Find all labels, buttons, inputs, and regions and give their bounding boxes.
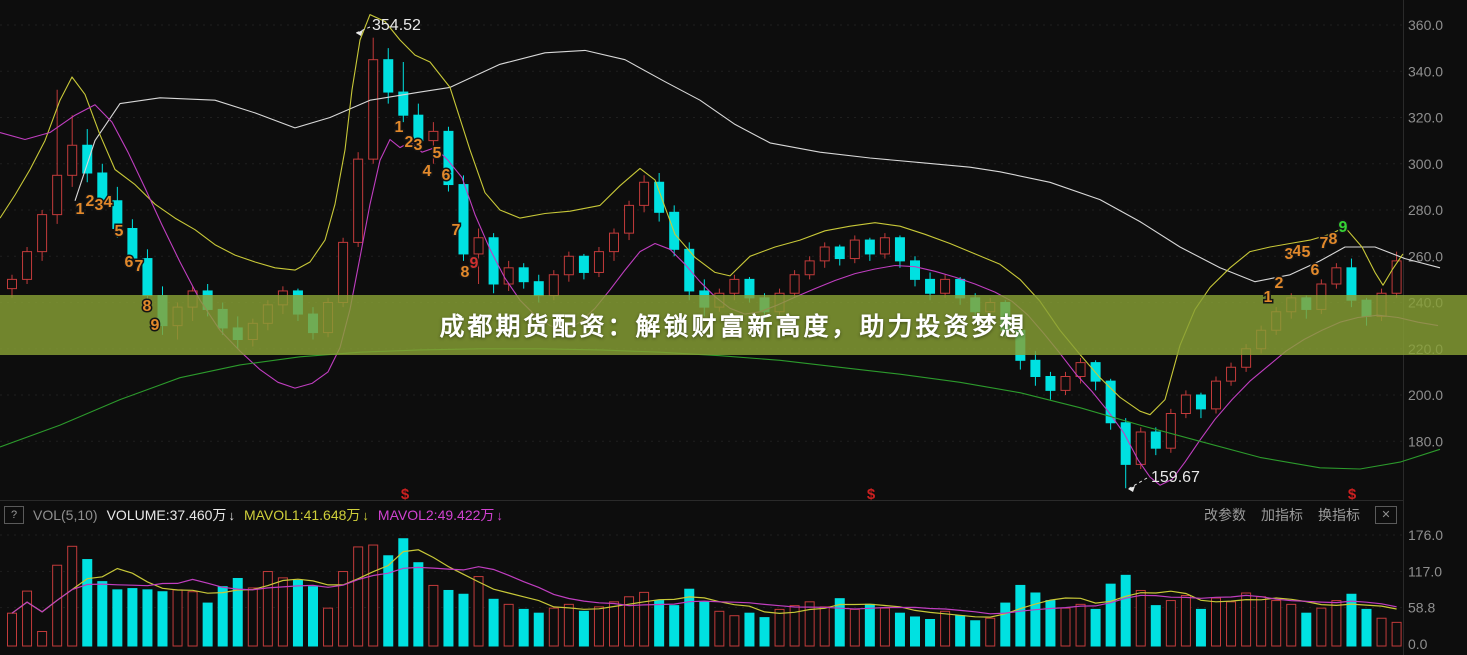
switch-indicator-button[interactable]: 换指标 xyxy=(1318,506,1360,523)
add-indicator-button[interactable]: 加指标 xyxy=(1261,506,1303,523)
volume-panel-header: ? VOL(5,10) VOLUME:37.460万 ↓ MAVOL1:41.64… xyxy=(0,501,1403,528)
svg-text:300.0: 300.0 xyxy=(1408,156,1443,172)
down-arrow-icon: ↓ xyxy=(496,507,503,523)
change-params-button[interactable]: 改参数 xyxy=(1204,506,1246,523)
svg-text:$: $ xyxy=(1348,486,1357,503)
svg-text:340.0: 340.0 xyxy=(1408,63,1443,79)
svg-text:117.0: 117.0 xyxy=(1408,563,1442,579)
svg-text:320.0: 320.0 xyxy=(1408,110,1443,126)
svg-text:0.0: 0.0 xyxy=(1408,636,1428,652)
indicator-actions: 改参数 加指标 换指标 ✕ xyxy=(1204,505,1403,525)
mavol2-value-label: MAVOL2:49.422万 ↓ xyxy=(377,506,503,523)
svg-text:180.0: 180.0 xyxy=(1408,433,1443,449)
close-panel-button[interactable]: ✕ xyxy=(1375,505,1397,524)
volume-value-label: VOLUME:37.460万 ↓ xyxy=(106,506,235,523)
down-arrow-icon: ↓ xyxy=(228,507,235,523)
svg-text:200.0: 200.0 xyxy=(1408,387,1443,403)
down-arrow-icon: ↓ xyxy=(362,507,369,523)
svg-text:$: $ xyxy=(867,486,876,503)
help-button[interactable]: ? xyxy=(4,505,24,524)
svg-text:176.0: 176.0 xyxy=(1408,527,1443,543)
ad-banner-text: 成都期货配资：解锁财富新高度，助力投资梦想 xyxy=(439,313,1028,341)
svg-text:260.0: 260.0 xyxy=(1408,248,1443,264)
ad-banner-overlay[interactable]: 成都期货配资：解锁财富新高度，助力投资梦想 xyxy=(0,295,1467,355)
svg-text:$: $ xyxy=(401,486,410,503)
indicator-name[interactable]: VOL(5,10) xyxy=(33,506,98,523)
mavol1-value-label: MAVOL1:41.648万 ↓ xyxy=(243,506,369,523)
svg-text:360.0: 360.0 xyxy=(1408,17,1443,33)
svg-text:280.0: 280.0 xyxy=(1408,202,1443,218)
svg-text:58.8: 58.8 xyxy=(1408,600,1435,616)
